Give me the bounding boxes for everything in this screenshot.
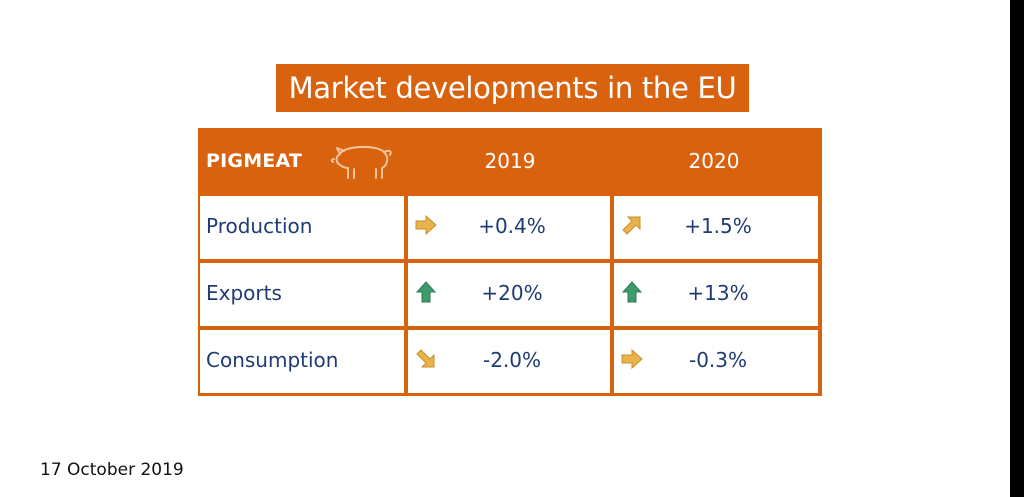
arrow-up-icon: [415, 281, 437, 303]
table-header: PIGMEAT 2019 2020: [198, 128, 822, 194]
row-consumption-2020-cell: -0.3%: [614, 330, 818, 393]
row-production-2019-cell: +0.4%: [408, 196, 610, 259]
row-label: Production: [206, 214, 313, 238]
arrow-right-icon: [415, 214, 437, 236]
market-table: PIGMEAT 2019 2020 Production +0.4% +1.5%: [198, 128, 822, 396]
arrow-up-right-icon: [622, 216, 641, 235]
row-production-2020-cell: +1.5%: [614, 196, 818, 259]
value-cell: -0.3%: [688, 348, 748, 372]
footer-date: 17 October 2019: [40, 460, 184, 480]
value-cell: +1.5%: [684, 214, 752, 238]
row-consumption-label-cell: Consumption: [200, 330, 404, 393]
value-cell: +13%: [687, 281, 749, 305]
window-edge-bar: [1010, 0, 1024, 497]
arrow-right-icon: [621, 348, 643, 370]
row-exports-2019-cell: +20%: [408, 263, 610, 326]
value-cell: +0.4%: [478, 214, 546, 238]
row-consumption-2019-cell: -2.0%: [408, 330, 610, 393]
value-cell: +20%: [481, 281, 543, 305]
row-exports-2020-cell: +13%: [614, 263, 818, 326]
row-production-label-cell: Production: [200, 196, 404, 259]
row-label: Exports: [206, 281, 282, 305]
header-year-2020: 2020: [688, 149, 740, 173]
value-cell: -2.0%: [482, 348, 542, 372]
arrow-down-right-icon: [416, 349, 435, 368]
pig-icon: [330, 146, 392, 179]
row-label: Consumption: [206, 348, 339, 372]
header-year-2019: 2019: [484, 149, 536, 173]
arrow-up-icon: [621, 281, 643, 303]
header-category: PIGMEAT: [206, 150, 303, 172]
row-exports-label-cell: Exports: [200, 263, 404, 326]
slide-title: Market developments in the EU: [276, 64, 749, 112]
